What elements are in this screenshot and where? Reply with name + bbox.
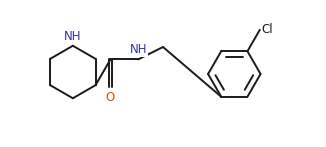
Text: NH: NH bbox=[129, 43, 147, 56]
Text: NH: NH bbox=[64, 30, 82, 43]
Text: O: O bbox=[106, 91, 115, 104]
Text: Cl: Cl bbox=[262, 23, 274, 36]
